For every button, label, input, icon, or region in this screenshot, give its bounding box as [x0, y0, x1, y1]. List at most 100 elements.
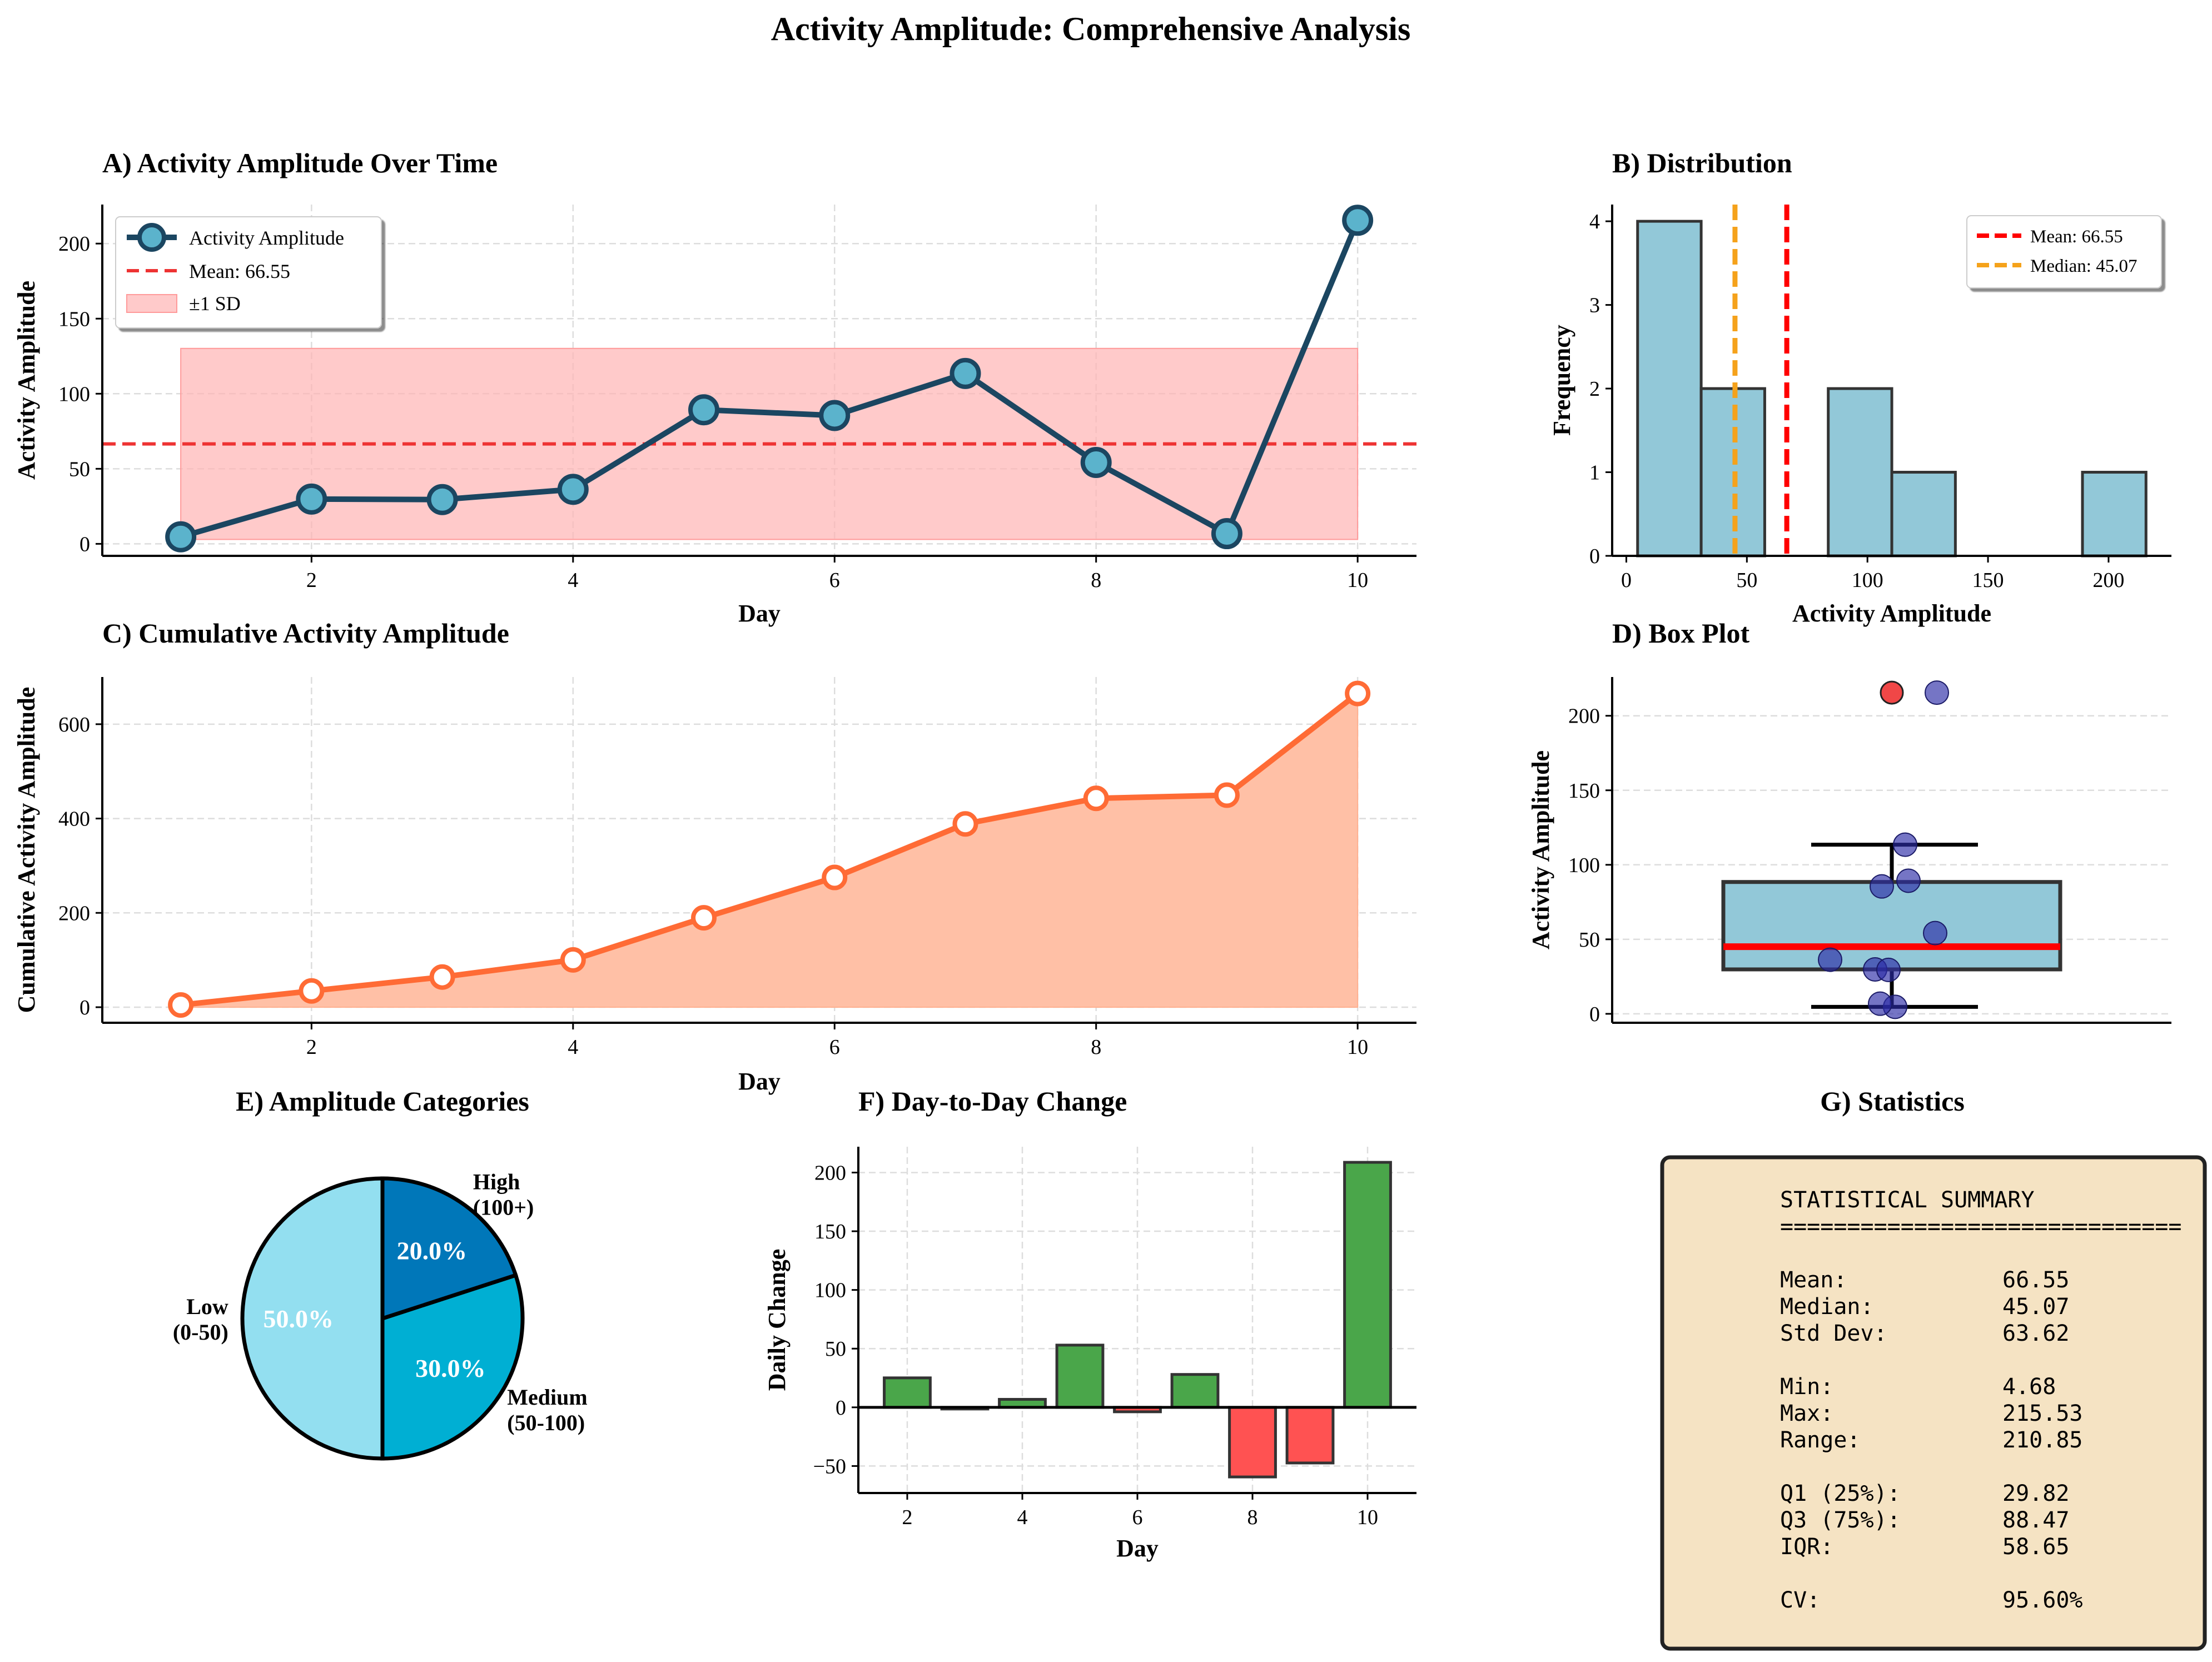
x-tick-label: 6	[1132, 1506, 1143, 1529]
panel-b-histogram: 0 50 100 150 200 0 1 2 3 4 B) Distribution Activity…	[1548, 147, 2171, 627]
data-point	[560, 947, 586, 973]
jitter-point	[1923, 920, 1947, 946]
x-tick-label: 2	[902, 1506, 912, 1529]
histogram-bar	[1636, 220, 1703, 558]
x-tick-label: 10	[1357, 1506, 1378, 1529]
y-tick-label: 200	[1568, 705, 1600, 728]
y-tick-label: 150	[814, 1220, 846, 1243]
data-point	[429, 964, 455, 990]
x-tick-label: 2	[306, 569, 317, 592]
y-tick-label: 0	[79, 996, 90, 1019]
pie-percent-label: 30.0%	[415, 1354, 486, 1382]
pie-category-label: Medium (50-100)	[507, 1385, 587, 1435]
y-tick-label: 200	[814, 1161, 846, 1185]
x-axis-label: Day	[1116, 1535, 1159, 1562]
panel-title: C) Cumulative Activity Amplitude	[102, 618, 509, 649]
change-bar	[1343, 1161, 1392, 1409]
x-axis-label: Activity Amplitude	[1792, 600, 1991, 627]
y-tick-label: 100	[58, 382, 90, 406]
stats-label: Q3 (75%):	[1780, 1507, 1901, 1533]
change-bar	[1285, 1406, 1335, 1465]
stats-value: 210.85	[2002, 1427, 2083, 1453]
data-point	[1342, 205, 1374, 236]
x-tick-label: 10	[1347, 569, 1368, 592]
stats-value: 29.82	[2002, 1481, 2069, 1506]
pie-category-label: High (100+)	[473, 1170, 534, 1220]
legend-marker-key	[137, 223, 166, 252]
data-point	[819, 400, 851, 431]
data-point	[950, 357, 981, 389]
x-tick-label: 200	[2092, 569, 2124, 592]
x-tick-label: 150	[1972, 569, 2004, 592]
stats-value: 95.60%	[2002, 1588, 2083, 1613]
stats-label: CV:	[1780, 1588, 1820, 1613]
y-axis-label: Activity Amplitude	[1527, 750, 1554, 949]
panel-d-box-plot: 0 50 100 150 200 D) Box Plot Activity Amplitud…	[1527, 618, 2171, 1026]
x-tick-label: 8	[1091, 569, 1101, 592]
data-point	[165, 521, 197, 553]
series-line	[180, 219, 1360, 540]
x-tick-label: 6	[829, 569, 840, 592]
legend-box	[115, 216, 382, 329]
stats-box	[1660, 1155, 2207, 1651]
y-tick-label: 100	[814, 1279, 846, 1302]
data-point	[168, 992, 194, 1018]
data-point	[1345, 680, 1371, 706]
stats-value: 88.47	[2002, 1507, 2069, 1533]
stats-value: 66.55	[2002, 1267, 2069, 1293]
pie-category-label-line: High	[473, 1170, 520, 1195]
legend-label: Mean: 66.55	[189, 260, 290, 282]
data-point	[688, 394, 720, 426]
panel-g-statistics: G) Statistics STATISTICAL SUMMARY========…	[1660, 1086, 2207, 1651]
stats-value: 58.65	[2002, 1534, 2069, 1560]
panel-title: F) Day-to-Day Change	[858, 1086, 1127, 1117]
stats-label: Mean:	[1780, 1267, 1847, 1293]
change-bar	[883, 1376, 932, 1409]
stats-value: 4.68	[2002, 1374, 2056, 1400]
figure-title: Activity Amplitude: Comprehensive Analys…	[771, 11, 1411, 47]
legend-label: Median: 45.07	[2030, 256, 2137, 276]
y-axis-label: Activity Amplitude	[13, 281, 40, 480]
x-axis-label: Day	[738, 1068, 781, 1095]
pie-category-label-line: Low	[186, 1294, 228, 1319]
x-axis-label: Day	[738, 600, 781, 627]
legend-label: Activity Amplitude	[189, 227, 344, 249]
panel-f-bar-chart: 2 4 6 8 10 −50 0 50 100 150 200 F) Day-to-Day Chang…	[763, 1086, 1416, 1562]
y-tick-label: 4	[1589, 210, 1600, 233]
y-tick-label: 200	[58, 902, 90, 925]
stats-label: Min:	[1780, 1374, 1833, 1400]
y-axis-label: Frequency	[1548, 325, 1575, 436]
y-tick-label: 600	[58, 713, 90, 737]
series-line	[180, 691, 1360, 1008]
iqr-box	[1721, 880, 2062, 972]
panel-title: E) Amplitude Categories	[236, 1086, 529, 1117]
jitter-point	[1818, 947, 1842, 972]
x-tick-label: 10	[1347, 1036, 1368, 1059]
x-tick-label: 6	[829, 1036, 840, 1059]
stats-label: IQR:	[1780, 1534, 1833, 1560]
x-tick-label: 4	[568, 569, 578, 592]
data-point	[1083, 785, 1109, 812]
y-tick-label: 2	[1589, 377, 1600, 401]
y-tick-label: 50	[69, 457, 90, 481]
x-tick-label: 100	[1852, 569, 1883, 592]
legend-label: ±1 SD	[189, 292, 241, 315]
data-point	[952, 811, 978, 837]
legend: Mean: 66.55 Median: 45.07	[1966, 215, 2162, 288]
pie-category-label: Low (0-50)	[173, 1294, 228, 1345]
x-tick-label: 8	[1247, 1506, 1258, 1529]
x-tick-label: 0	[1621, 569, 1632, 592]
data-point	[1214, 782, 1240, 808]
stats-value: 45.07	[2002, 1294, 2069, 1320]
y-axis-label: Daily Change	[763, 1249, 791, 1391]
pie-slice	[240, 1176, 385, 1461]
y-tick-label: 0	[1589, 1003, 1600, 1026]
pie-category-label-line: (0-50)	[173, 1320, 228, 1345]
data-point	[299, 978, 325, 1004]
stats-rule: ==============================	[1780, 1214, 2181, 1240]
jitter-point	[1893, 832, 1917, 857]
legend-label: Mean: 66.55	[2030, 227, 2123, 247]
y-tick-label: 3	[1589, 294, 1600, 317]
